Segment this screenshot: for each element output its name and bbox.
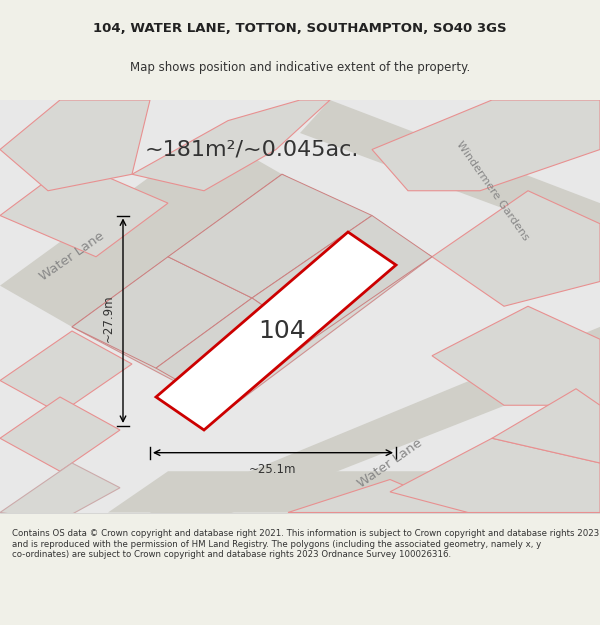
Text: Contains OS data © Crown copyright and database right 2021. This information is : Contains OS data © Crown copyright and d… bbox=[12, 529, 599, 559]
Polygon shape bbox=[72, 174, 432, 409]
Polygon shape bbox=[0, 162, 168, 257]
Polygon shape bbox=[0, 100, 150, 191]
Text: 104, WATER LANE, TOTTON, SOUTHAMPTON, SO40 3GS: 104, WATER LANE, TOTTON, SOUTHAMPTON, SO… bbox=[93, 21, 507, 34]
Polygon shape bbox=[0, 397, 120, 471]
Polygon shape bbox=[156, 298, 312, 409]
Text: Map shows position and indicative extent of the property.: Map shows position and indicative extent… bbox=[130, 61, 470, 74]
Polygon shape bbox=[132, 100, 330, 191]
Polygon shape bbox=[150, 327, 600, 533]
Text: Windermere Gardens: Windermere Gardens bbox=[454, 139, 530, 242]
Text: Water Lane: Water Lane bbox=[355, 436, 425, 490]
Polygon shape bbox=[0, 463, 120, 521]
Polygon shape bbox=[108, 471, 432, 512]
Text: ~27.9m: ~27.9m bbox=[101, 295, 115, 343]
Polygon shape bbox=[252, 216, 432, 339]
Polygon shape bbox=[0, 133, 282, 327]
Polygon shape bbox=[432, 191, 600, 306]
Polygon shape bbox=[432, 306, 600, 405]
Polygon shape bbox=[156, 232, 396, 430]
Text: ~25.1m: ~25.1m bbox=[249, 462, 297, 476]
Polygon shape bbox=[372, 100, 600, 191]
Polygon shape bbox=[168, 174, 372, 298]
Text: ~181m²/~0.045ac.: ~181m²/~0.045ac. bbox=[145, 139, 359, 159]
Text: Water Lane: Water Lane bbox=[37, 230, 107, 284]
Polygon shape bbox=[288, 479, 468, 512]
Polygon shape bbox=[72, 257, 252, 368]
Polygon shape bbox=[300, 100, 600, 244]
Text: 104: 104 bbox=[258, 319, 306, 343]
Polygon shape bbox=[492, 389, 600, 463]
Polygon shape bbox=[390, 438, 600, 512]
Polygon shape bbox=[0, 331, 132, 414]
